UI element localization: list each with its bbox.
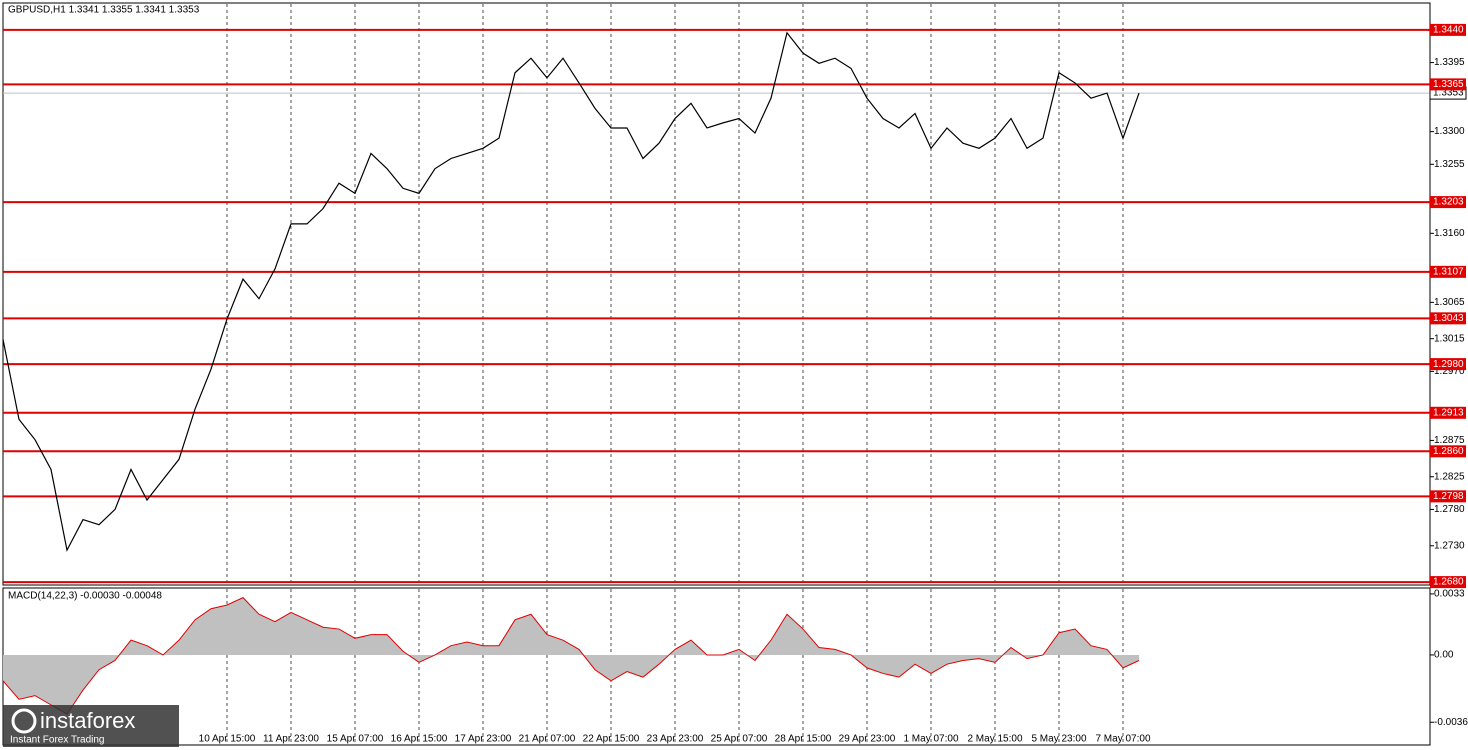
level-label: 1.2680 bbox=[1433, 577, 1464, 588]
y-tick-label: -0.00364 bbox=[1434, 717, 1468, 728]
level-box bbox=[1430, 406, 1466, 419]
y-tick-label: 1.3395 bbox=[1434, 57, 1465, 68]
x-tick-label: 16 Apr 15:00 bbox=[391, 734, 448, 745]
price-panel bbox=[2, 2, 1431, 586]
watermark-tagline: Instant Forex Trading bbox=[10, 735, 105, 746]
y-tick-label: 1.2780 bbox=[1434, 504, 1465, 515]
level-label: 1.2798 bbox=[1433, 491, 1464, 502]
x-tick-label: 28 Apr 15:00 bbox=[775, 734, 832, 745]
level-box bbox=[1430, 78, 1466, 91]
level-box bbox=[1430, 358, 1466, 371]
y-tick-label: 1.2875 bbox=[1434, 435, 1465, 446]
level-box bbox=[1430, 23, 1466, 36]
x-tick-label: 22 Apr 15:00 bbox=[583, 734, 640, 745]
x-tick-label: 21 Apr 07:00 bbox=[519, 734, 576, 745]
level-label: 1.3043 bbox=[1433, 313, 1464, 324]
level-label: 1.3107 bbox=[1433, 266, 1464, 277]
y-tick-label: 1.2825 bbox=[1434, 471, 1465, 482]
level-box bbox=[1430, 265, 1466, 278]
level-box bbox=[1430, 490, 1466, 503]
x-tick-label: 7 May 07:00 bbox=[1095, 734, 1150, 745]
price-line bbox=[2, 31, 1140, 552]
x-tick-label: 1 May 07:00 bbox=[903, 734, 958, 745]
x-tick-label: 15 Apr 07:00 bbox=[327, 734, 384, 745]
macd-line bbox=[2, 597, 1140, 715]
y-tick-label: 0.00 bbox=[1434, 650, 1454, 661]
x-tick-label: 23 Apr 23:00 bbox=[647, 734, 704, 745]
level-label: 1.2980 bbox=[1433, 359, 1464, 370]
chart-title: GBPUSD,H1 1.3341 1.3355 1.3341 1.3353 bbox=[8, 5, 200, 16]
watermark-icon bbox=[11, 708, 37, 734]
watermark: instaforex Instant Forex Trading bbox=[3, 705, 179, 747]
level-label: 1.2860 bbox=[1433, 446, 1464, 457]
y-tick-label: 1.3255 bbox=[1434, 159, 1465, 170]
y-tick-label: 1.2730 bbox=[1434, 540, 1465, 551]
x-tick-label: 29 Apr 23:00 bbox=[839, 734, 896, 745]
y-tick-label: 1.3015 bbox=[1434, 333, 1465, 344]
level-label: 1.3440 bbox=[1433, 25, 1464, 36]
watermark-brand: instaforex bbox=[40, 708, 135, 733]
x-tick-label: 2 May 15:00 bbox=[967, 734, 1022, 745]
x-tick-label: 11 Apr 23:00 bbox=[263, 734, 319, 745]
level-box bbox=[1430, 576, 1466, 589]
y-tick-label: 1.3300 bbox=[1434, 126, 1465, 137]
y-tick-label: 1.3160 bbox=[1434, 228, 1465, 239]
macd-title: MACD(14,22,3) -0.00030 -0.00048 bbox=[8, 591, 162, 602]
last-price-label: 1.3353 bbox=[1433, 88, 1464, 99]
level-box bbox=[1430, 196, 1466, 209]
level-label: 1.3365 bbox=[1433, 79, 1464, 90]
level-box bbox=[1430, 312, 1466, 325]
level-box bbox=[1430, 445, 1466, 458]
macd-area bbox=[3, 597, 1139, 715]
y-tick-label: 1.2970 bbox=[1434, 366, 1465, 377]
x-tick-label: 25 Apr 07:00 bbox=[711, 734, 768, 745]
x-tick-label: 10 Apr 15:00 bbox=[199, 734, 256, 745]
level-label: 1.2913 bbox=[1433, 407, 1464, 418]
x-tick-label: 17 Apr 23:00 bbox=[455, 734, 512, 745]
y-tick-label: 0.0033 bbox=[1434, 589, 1465, 600]
x-tick-label: 5 May 23:00 bbox=[1031, 734, 1086, 745]
level-label: 1.3203 bbox=[1433, 197, 1464, 208]
y-tick-label: 1.3065 bbox=[1434, 297, 1465, 308]
